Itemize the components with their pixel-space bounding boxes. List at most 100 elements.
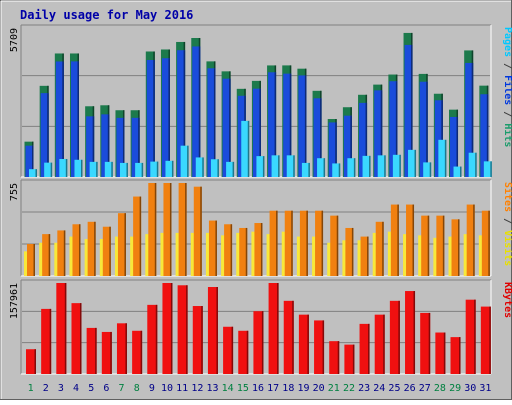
day-label: 26 [404, 383, 416, 394]
bar-sites [360, 236, 369, 276]
bar-shadow [110, 331, 112, 374]
bar-shadow [321, 210, 324, 276]
bar-kbytes [359, 323, 370, 374]
bar-shadow [65, 158, 68, 177]
bar-shadow [35, 169, 37, 177]
bar-shadow [185, 183, 187, 276]
bar-pages [286, 155, 295, 177]
bar-shadow [125, 323, 127, 374]
day-label: 23 [358, 383, 370, 394]
bar-shadow [246, 330, 249, 374]
bar-sites [117, 213, 126, 276]
bar-shadow [78, 224, 81, 276]
bar-shadow [367, 236, 369, 276]
bar-sites [299, 210, 308, 276]
bar-pages [165, 160, 174, 177]
bar-pages [210, 159, 219, 177]
bar-shadow [383, 314, 385, 374]
bar-shadow [429, 162, 432, 177]
axis-max-label: 5709 [9, 28, 20, 52]
bar-files [222, 78, 231, 177]
bar-shadow [232, 161, 235, 177]
bar-sites [466, 204, 475, 276]
bar-shadow [124, 213, 126, 276]
bar-shadow [443, 332, 446, 374]
bar-files [419, 81, 428, 177]
bar-shadow [32, 145, 34, 177]
day-label: 4 [73, 383, 79, 394]
bar-shadow [323, 158, 326, 177]
day-label: 3 [58, 383, 64, 394]
bar-files [404, 44, 413, 178]
bar-files [70, 61, 79, 178]
bar-shadow [62, 61, 64, 177]
day-label: 7 [119, 383, 125, 394]
bar-kbytes [26, 349, 36, 374]
bar-shadow [126, 162, 128, 177]
bar-kbytes [268, 283, 279, 374]
day-label: 16 [252, 383, 264, 394]
bar-files [192, 46, 201, 178]
bar-kbytes [162, 283, 173, 374]
bar-kbytes [101, 331, 112, 374]
bar-files [25, 145, 34, 177]
bar-files [116, 117, 125, 177]
bar-kbytes [344, 344, 355, 374]
bar-shadow [441, 100, 443, 177]
day-label: 22 [343, 383, 355, 394]
bar-pages [135, 162, 144, 177]
bar-shadow [426, 81, 428, 177]
bar-shadow [398, 300, 400, 374]
bar-shadow [293, 155, 295, 177]
bar-pages [408, 149, 417, 177]
legend-kbytes: KBytes [502, 282, 512, 318]
bar-pages [104, 161, 113, 177]
bar-shadow [217, 159, 219, 177]
bar-shadow [352, 344, 355, 374]
bar-shadow [109, 226, 111, 276]
bar-sites [239, 227, 248, 276]
bar-sites [133, 196, 142, 276]
bar-pages [423, 162, 432, 177]
bar-sites [27, 243, 35, 276]
bar-sites [254, 223, 263, 276]
bar-kbytes [329, 341, 340, 374]
bar-kbytes [435, 332, 446, 374]
bar-files [146, 59, 155, 178]
bar-pages [44, 162, 53, 177]
bar-sites [330, 215, 339, 276]
day-label: 2 [43, 383, 49, 394]
bar-shadow [382, 221, 384, 276]
bar-shadow [122, 117, 125, 177]
day-label: 29 [449, 383, 461, 394]
bar-sites [87, 221, 96, 276]
day-label: 11 [176, 383, 188, 394]
bar-shadow [50, 162, 53, 177]
bar-sites [178, 183, 187, 276]
bar-shadow [308, 162, 310, 177]
bar-shadow [138, 117, 140, 177]
bar-kbytes [147, 304, 158, 374]
bar-pages [468, 152, 477, 177]
bar-shadow [230, 224, 233, 276]
bar-shadow [107, 114, 110, 177]
bar-sites [57, 230, 66, 276]
day-label: 17 [267, 383, 279, 394]
day-label: 28 [434, 383, 446, 394]
bar-shadow [336, 215, 339, 276]
bar-shadow [64, 283, 67, 374]
bar-shadow [170, 283, 173, 374]
bar-shadow [140, 330, 143, 374]
bar-files [434, 100, 443, 177]
bar-shadow [186, 285, 188, 374]
bar-shadow [49, 308, 52, 374]
bar-pages [29, 169, 37, 177]
day-label: 27 [419, 383, 431, 394]
bar-shadow [229, 78, 231, 177]
day-label: 8 [134, 383, 140, 394]
bar-shadow [304, 75, 307, 177]
bar-sites [224, 224, 233, 276]
bar-shadow [353, 158, 356, 177]
bar-files [177, 50, 186, 177]
bar-kbytes [132, 330, 143, 374]
